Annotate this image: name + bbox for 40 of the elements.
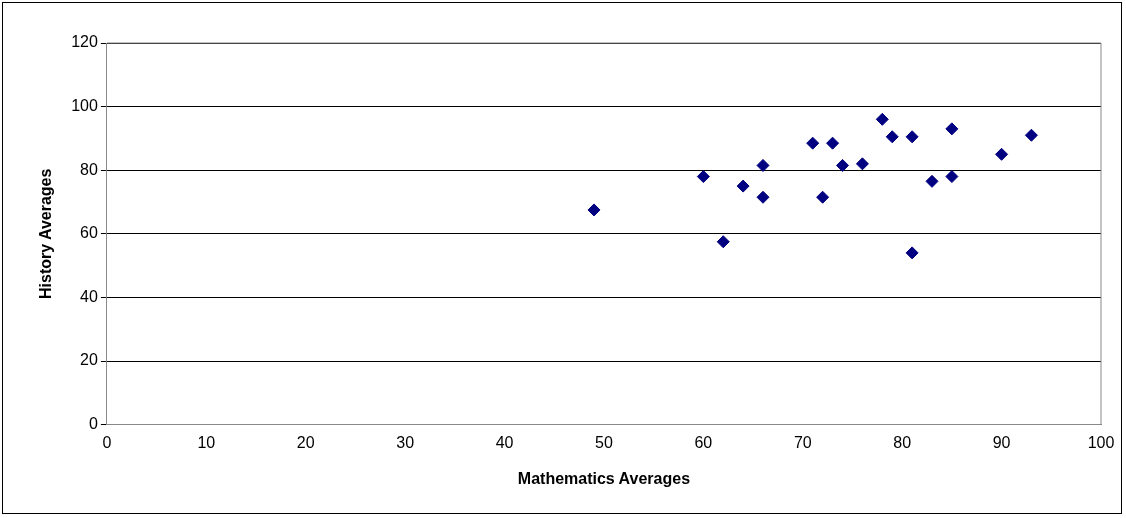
y-tick-label: 40 — [80, 287, 98, 305]
point — [945, 170, 959, 184]
point — [696, 170, 710, 184]
point — [587, 203, 601, 217]
point — [875, 112, 889, 126]
y-tick-label: 100 — [71, 97, 98, 115]
x-tick-label: 50 — [595, 433, 613, 451]
y-axis-title: History Averages — [37, 168, 55, 300]
x-tick-label: 90 — [992, 433, 1011, 451]
y-tick-label: 0 — [88, 415, 98, 433]
point — [716, 235, 730, 249]
point — [816, 190, 830, 204]
x-tick-label: 0 — [102, 433, 112, 451]
point — [885, 130, 899, 144]
y-tick-label: 60 — [80, 224, 98, 242]
y-tick-label: 80 — [80, 160, 98, 178]
point — [995, 147, 1009, 161]
point — [855, 157, 869, 171]
x-tick-label: 80 — [893, 433, 912, 451]
point — [756, 190, 770, 204]
point — [905, 130, 919, 144]
x-tick-label: 20 — [296, 433, 315, 451]
x-tick-label: 10 — [197, 433, 216, 451]
point — [836, 158, 850, 172]
x-tick-label: 40 — [495, 433, 514, 451]
point — [826, 136, 840, 150]
point — [1024, 128, 1038, 142]
x-tick-label: 70 — [793, 433, 812, 451]
point — [756, 158, 770, 172]
point — [925, 174, 939, 188]
x-tick-label: 30 — [396, 433, 415, 451]
x-axis-title: Mathematics Averages — [517, 469, 691, 487]
x-tick-label: 60 — [694, 433, 713, 451]
point — [945, 122, 959, 136]
x-tick-label: 100 — [1087, 433, 1115, 451]
point — [736, 179, 750, 193]
point — [806, 136, 820, 150]
y-tick-label: 120 — [71, 33, 98, 51]
point — [905, 246, 919, 260]
y-tick-label: 20 — [80, 351, 98, 369]
